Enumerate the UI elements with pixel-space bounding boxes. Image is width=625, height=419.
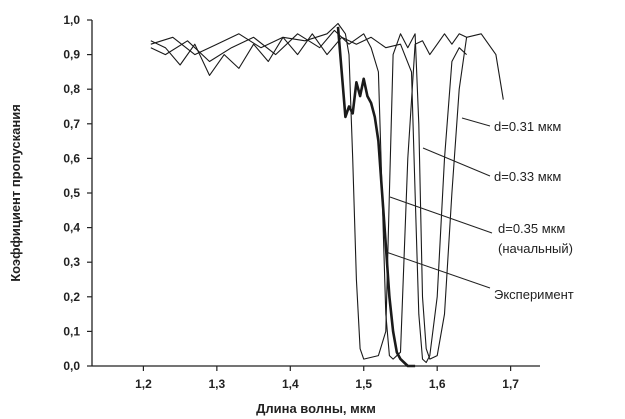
series-line-d035 xyxy=(150,33,467,364)
y-tick-label: 0,2 xyxy=(63,290,80,304)
leader-d031 xyxy=(461,117,491,127)
x-tick-label: 1,2 xyxy=(135,377,152,391)
y-ticks: 0,0 0,1 0,2 0,3 0,4 0,5 0,6 0,7 0,8 0,9 1,0 xyxy=(63,13,92,373)
y-tick-label: 0,7 xyxy=(63,117,80,131)
annotation-experiment: Эксперимент xyxy=(494,287,574,302)
y-tick-label: 0,9 xyxy=(63,48,80,62)
series-line-d033 xyxy=(150,29,504,360)
plot-lines xyxy=(150,22,504,368)
annotation-d031: d=0.31 мкм xyxy=(494,119,561,134)
annotation-d035-line1: d=0.35 мкм xyxy=(498,221,565,236)
x-tick-label: 1,5 xyxy=(355,377,372,391)
annotation-d035-line2: (начальный) xyxy=(498,241,573,256)
y-tick-label: 0,8 xyxy=(63,82,80,96)
y-tick-label: 0,6 xyxy=(63,151,80,165)
x-tick-label: 1,6 xyxy=(429,377,446,391)
annotation-d033: d=0.33 мкм xyxy=(494,169,561,184)
x-tick-label: 1,7 xyxy=(502,377,519,391)
x-tick-label: 1,4 xyxy=(282,377,299,391)
x-tick-label: 1,3 xyxy=(209,377,226,391)
y-tick-label: 1,0 xyxy=(63,13,80,27)
y-tick-label: 0,3 xyxy=(63,255,80,269)
leader-d033 xyxy=(422,147,491,177)
x-ticks: 1,2 1,3 1,4 1,5 1,6 1,7 xyxy=(135,366,519,391)
y-tick-label: 0,1 xyxy=(63,324,80,338)
y-axis-title: Коэффициент пропускания xyxy=(8,104,23,282)
series-line-experiment xyxy=(336,26,416,368)
series-line-d031 xyxy=(150,22,468,360)
y-tick-label: 0,4 xyxy=(63,221,80,235)
y-tick-label: 0,5 xyxy=(63,186,80,200)
leader-experiment xyxy=(385,251,491,289)
y-tick-label: 0,0 xyxy=(63,359,80,373)
x-axis-title: Длина волны, мкм xyxy=(256,401,376,416)
leader-d035 xyxy=(389,196,493,234)
